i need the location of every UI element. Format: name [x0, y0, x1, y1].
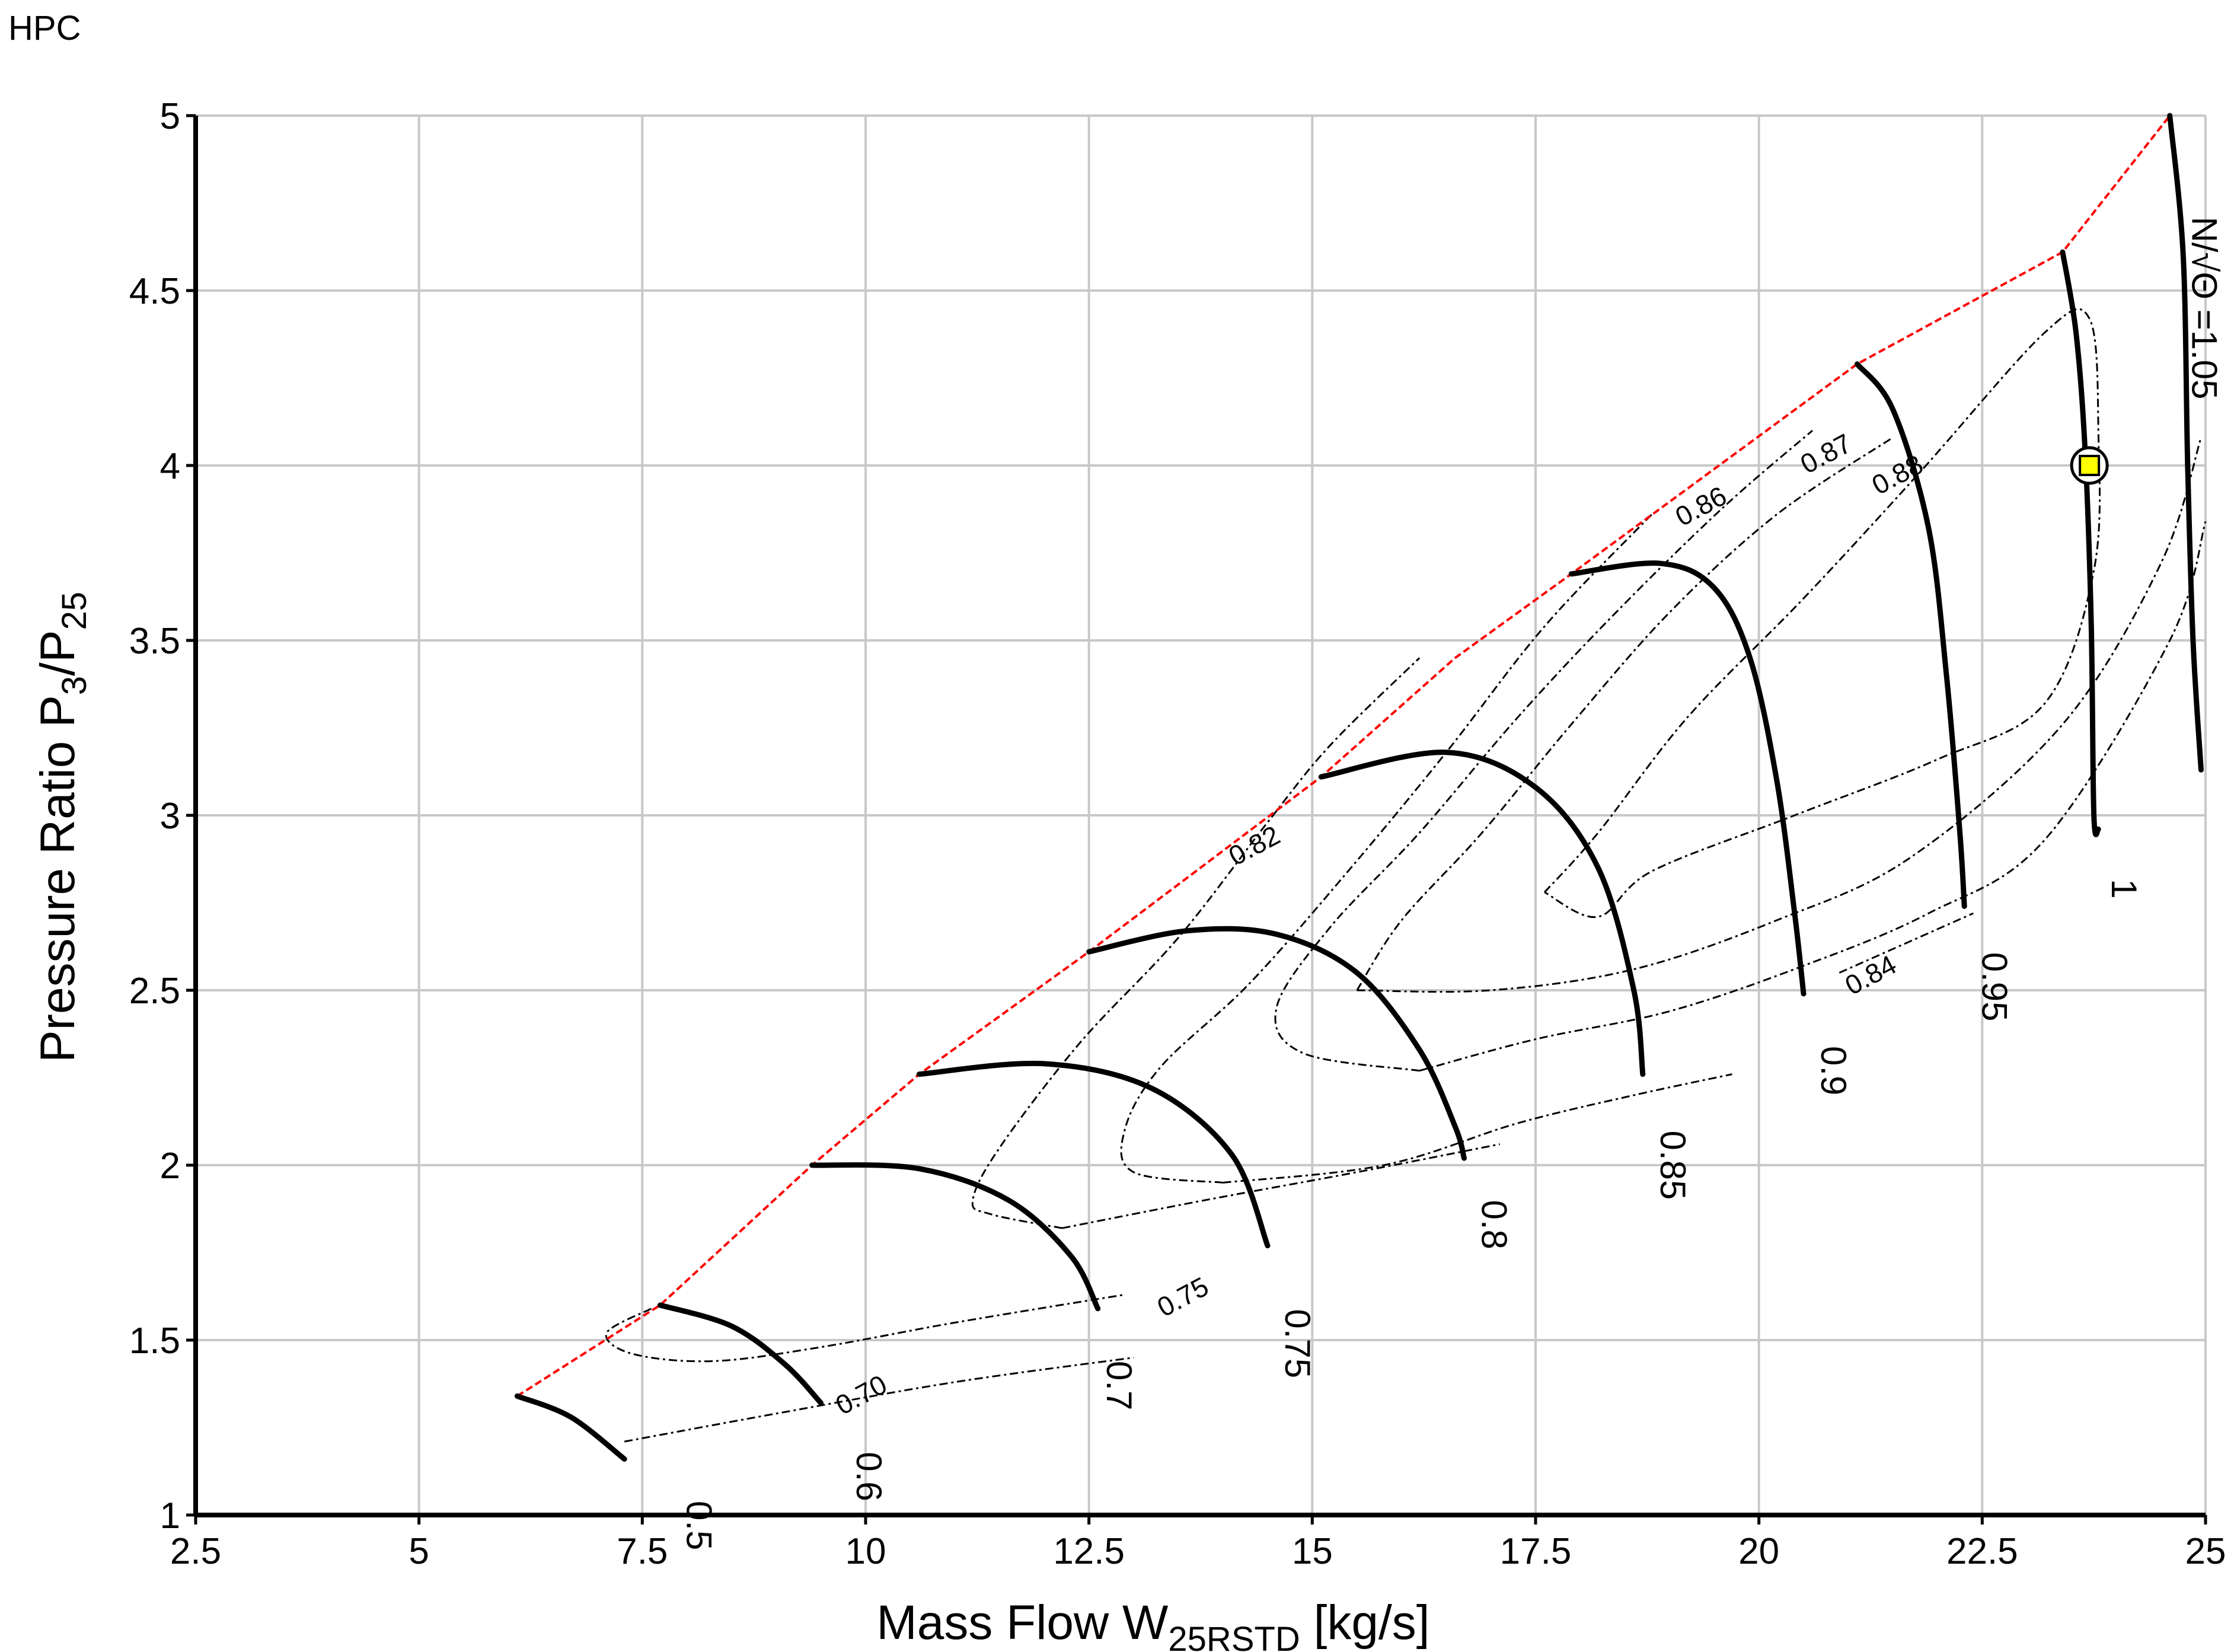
- x-tick-label: 12.5: [1053, 1531, 1125, 1572]
- efficiency-contour: [1419, 521, 2207, 1072]
- speed-line: [1568, 560, 1807, 997]
- y-tick-label: 5: [160, 96, 180, 137]
- operating-point-marker: [2079, 455, 2101, 476]
- speed-line-label: 0.5: [679, 1501, 719, 1550]
- surge-line-path: [516, 114, 2171, 1398]
- efficiency-label: 0.70: [831, 1369, 892, 1421]
- speed-line-label: 0.6: [849, 1452, 889, 1501]
- efficiency-label: 0.86: [1670, 480, 1731, 532]
- efficiency-contours: [605, 308, 2207, 1443]
- speed-line: [2167, 113, 2204, 773]
- efficiency-contour: [624, 1357, 1134, 1443]
- speed-line-label: 0.75: [1278, 1309, 1317, 1379]
- x-axis-label: Mass Flow W25RSTD [kg/s]: [876, 1596, 1429, 1652]
- x-axis-label-subscript: 25RSTD: [1168, 1620, 1300, 1652]
- efficiency-contour: [1120, 514, 1652, 1184]
- speed-line-label: N/√Θ =1.05: [2184, 216, 2224, 399]
- speed-line: [2060, 249, 2101, 837]
- x-tick-label: 10: [845, 1531, 886, 1572]
- y-tick-label: 4.5: [129, 271, 180, 312]
- y-axis-label-mid: /P: [31, 630, 85, 675]
- speed-line: [657, 1302, 824, 1406]
- x-axis-label-suffix: [kg/s]: [1300, 1596, 1430, 1650]
- efficiency-contour: [1357, 437, 2202, 993]
- speed-line-label: 0.8: [1475, 1200, 1514, 1249]
- speed-line: [514, 1393, 627, 1462]
- y-tick-label: 3.5: [129, 621, 180, 662]
- y-axis-label-sub1: 3: [55, 676, 94, 695]
- x-tick-label: 20: [1738, 1531, 1779, 1572]
- x-tick-label: 7.5: [617, 1531, 668, 1572]
- efficiency-contour: [605, 1293, 1125, 1363]
- efficiency-label: 0.84: [1840, 949, 1901, 1001]
- tick-labels: 2.5 5 7.5 10 12.5 15 17.5 20 22.5 2511.522.533.54…: [129, 96, 2226, 1572]
- efficiency-contour: [1356, 436, 1894, 991]
- speed-line-label: 0.85: [1653, 1131, 1693, 1200]
- y-tick-label: 1: [160, 1495, 180, 1536]
- x-tick-label: 15: [1292, 1531, 1333, 1572]
- speed-line-label: 0.7: [1099, 1361, 1139, 1410]
- speed-line-label: 1: [2104, 879, 2144, 898]
- y-tick-label: 3: [160, 796, 180, 837]
- y-axis-label-prefix: Pressure Ratio P: [31, 695, 85, 1063]
- efficiency-label: 0.75: [1152, 1271, 1213, 1323]
- x-axis-label-prefix: Mass Flow W: [876, 1596, 1169, 1650]
- speed-line-label: 0.9: [1814, 1046, 1853, 1095]
- surge-line: [516, 114, 2171, 1398]
- efficiency-contour: [1223, 1073, 1732, 1184]
- speed-line: [809, 1162, 1101, 1312]
- x-tick-label: 25: [2185, 1531, 2226, 1572]
- efficiency-contour: [1839, 912, 1974, 974]
- efficiency-label: 0.87: [1795, 428, 1856, 480]
- speed-line-label: 0.95: [1974, 952, 2014, 1022]
- speed-line: [1086, 926, 1467, 1161]
- figure-title: HPC: [8, 9, 81, 47]
- operating-point: [2070, 446, 2109, 485]
- x-tick-label: 5: [408, 1531, 429, 1572]
- x-tick-label: 2.5: [170, 1531, 221, 1572]
- y-axis-label-sub2: 25: [55, 592, 94, 630]
- grid: [194, 114, 2207, 1516]
- speed-line: [1318, 750, 1646, 1077]
- efficiency-contour: [971, 657, 1421, 1229]
- speed-lines: [514, 113, 2204, 1462]
- efficiency-contour: [1543, 308, 2101, 919]
- x-tick-label: 22.5: [1946, 1531, 2018, 1572]
- x-tick-label: 17.5: [1500, 1531, 1572, 1572]
- y-tick-label: 2: [160, 1146, 180, 1187]
- y-tick-label: 2.5: [129, 971, 180, 1012]
- axes: [186, 114, 2207, 1525]
- efficiency-contour: [1062, 1143, 1501, 1229]
- y-tick-label: 1.5: [129, 1321, 180, 1361]
- speed-line: [1854, 361, 1967, 909]
- y-tick-label: 4: [160, 446, 180, 487]
- y-axis-label: Pressure Ratio P3/P25: [31, 592, 94, 1063]
- speed-line: [916, 1060, 1271, 1249]
